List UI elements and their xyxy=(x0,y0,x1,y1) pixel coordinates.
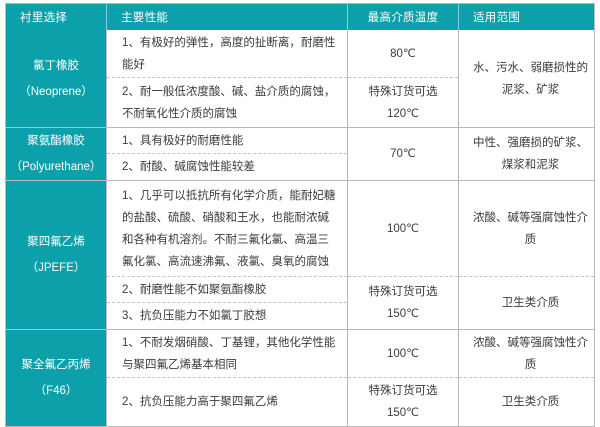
applicable-range-cell: 中性、强磨损的矿浆、 煤浆和泥浆 xyxy=(458,127,595,181)
column-header-lining-selection: 衬里选择 xyxy=(5,3,107,30)
applicable-range-item: 中性、强磨损的矿浆、 煤浆和泥浆 xyxy=(459,128,594,180)
table-header: 衬里选择 主要性能 最高介质温度 适用范围 xyxy=(5,3,595,30)
performance-item-line: 能好 xyxy=(122,58,145,71)
lining-name-cn: 聚四氟乙烯 xyxy=(27,236,85,248)
applicable-range-item-line: 卫生类介质 xyxy=(501,297,560,309)
applicable-range-cell: 水、污水、弱磨损性的 泥浆、矿浆 xyxy=(458,30,595,128)
temperature-item-line: 特殊订货可选 xyxy=(368,286,438,298)
lining-name-cell: 聚氨酯橡胶 （Polyurethane） xyxy=(5,127,107,181)
lining-name-cell: 聚四氟乙烯 （JPEFE） xyxy=(5,180,107,330)
applicable-range-item-line: 浓酸、碱等强腐蚀性介 xyxy=(473,336,588,349)
temperature-item: 80℃ xyxy=(348,30,458,78)
performance-item-line: 2、耐一般低浓度酸、碱、盐介质的腐蚀， xyxy=(122,85,336,98)
temperature-item-line: 70℃ xyxy=(390,148,416,160)
applicable-range-item: 卫生类介质 xyxy=(459,378,594,426)
temperature-item-line: 150℃ xyxy=(386,407,420,419)
temperature-item-line: 150℃ xyxy=(386,308,420,320)
temperature-item-line: 100℃ xyxy=(386,222,420,235)
applicable-range-item: 卫生类介质 xyxy=(459,277,594,329)
lining-name-cn: 氯丁橡胶 xyxy=(33,59,79,72)
performance-item: 1、有极好的弹性，高度的扯断离，耐磨性 能好 xyxy=(107,30,347,78)
lining-name-cn: 聚氨酯橡胶 xyxy=(27,135,85,147)
lining-name-cn: 聚全氟乙丙烯 xyxy=(21,359,91,371)
applicable-range-item-line: 煤浆和泥浆 xyxy=(501,159,560,171)
temperature-item-line: 特殊订货可选 xyxy=(368,385,438,397)
performance-item: 1、几乎可以抵抗所有化学介质，能耐妃糖 的盐酸、硫酸、硝酸和王水，也能耐浓碱 和各种… xyxy=(107,181,347,277)
performance-item: 2、抗负压能力高于聚四氟乙烯 xyxy=(107,378,347,426)
temperature-item: 100℃ xyxy=(348,181,458,277)
lining-name-en: （Neoprene） xyxy=(19,85,93,98)
applicable-range-item-line: 中性、强磨损的矿浆、 xyxy=(473,137,588,149)
applicable-range-item-line: 卫生类介质 xyxy=(501,396,560,408)
applicable-range-item-line: 质 xyxy=(524,358,537,371)
column-header-max-medium-temperature: 最高介质温度 xyxy=(347,3,459,30)
performance-item-line: 2、耐磨性能不如聚氨酯橡胶 xyxy=(122,283,267,296)
lining-name-cell: 聚全氟乙丙烯 （F46） xyxy=(5,329,107,427)
performance-item-line: 2、抗负压能力高于聚四氟乙烯 xyxy=(122,396,278,408)
temperature-item-line: 80℃ xyxy=(390,47,416,60)
temperature-item: 特殊订货可选 150℃ xyxy=(348,277,458,329)
temperature-item-line: 100℃ xyxy=(386,347,420,360)
performance-item-line: 1、几乎可以抵抗所有化学介质，能耐妃糖 xyxy=(122,189,336,202)
performance-item: 1、不耐发烟硝酸、丁基锂，其他化学性能 与聚四氟乙烯基本相同 xyxy=(107,330,347,378)
temperature-item: 特殊订货可选 150℃ xyxy=(348,378,458,426)
applicable-range-item: 浓酸、碱等强腐蚀性介质 xyxy=(459,330,594,378)
performance-item-line: 3、抗负压能力不如氯丁胶想 xyxy=(122,310,267,322)
performance-item-line: 的盐酸、硫酸、硝酸和王水，也能耐浓碱 xyxy=(122,211,329,224)
temperature-item-line: 特殊订货可选 xyxy=(368,85,438,98)
performance-item: 2、耐磨性能不如聚氨酯橡胶 xyxy=(107,277,347,303)
performance-item: 3、抗负压能力不如氯丁胶想 xyxy=(107,303,347,329)
performance-item-line: 与聚四氟乙烯基本相同 xyxy=(122,358,237,371)
applicable-range-item: 浓酸、碱等强腐蚀性介质 xyxy=(459,181,594,277)
applicable-range-item-line: 泥浆、矿浆 xyxy=(501,83,560,96)
performance-item-line: 1、有极好的弹性，高度的扯断离，耐磨性 xyxy=(122,36,336,49)
performance-item: 2、耐一般低浓度酸、碱、盐介质的腐蚀， 不耐氧化性介质的腐蚀 xyxy=(107,78,347,127)
temperature-cell: 80℃ 特殊订货可选 120℃ xyxy=(347,30,459,128)
table-row: 聚全氟乙丙烯 （F46） 1、不耐发烟硝酸、丁基锂，其他化学性能 与聚四氟乙烯基本相同… xyxy=(5,329,595,427)
lining-name-en: （F46） xyxy=(34,385,78,397)
column-header-main-performance: 主要性能 xyxy=(106,3,348,30)
table-row: 聚四氟乙烯 （JPEFE） 1、几乎可以抵抗所有化学介质，能耐妃糖 的盐酸、硫酸、硝酸… xyxy=(5,180,595,330)
temperature-cell: 100℃ 特殊订货可选 150℃ xyxy=(347,180,459,330)
lining-name-en: （JPEFE） xyxy=(26,262,86,274)
temperature-item: 70℃ xyxy=(348,128,458,180)
lining-name-cell: 氯丁橡胶 （Neoprene） xyxy=(5,30,107,128)
table-row: 氯丁橡胶 （Neoprene） 1、有极好的弹性，高度的扯断离，耐磨性 能好 2、耐一般… xyxy=(5,30,595,128)
performance-cell: 1、有极好的弹性，高度的扯断离，耐磨性 能好 2、耐一般低浓度酸、碱、盐介质的腐蚀，… xyxy=(106,30,348,128)
header-row: 衬里选择 主要性能 最高介质温度 适用范围 xyxy=(5,3,595,30)
performance-item-line: 2、耐酸、碱腐蚀性能较差 xyxy=(122,161,255,173)
performance-item-line: 和各种有机溶剂。不耐三氟化氯、高温三 xyxy=(122,233,329,246)
performance-cell: 1、不耐发烟硝酸、丁基锂，其他化学性能 与聚四氟乙烯基本相同 2、抗负压能力高于聚四… xyxy=(106,329,348,427)
performance-item-line: 1、不耐发烟硝酸、丁基锂，其他化学性能 xyxy=(122,336,336,349)
performance-item: 1、具有极好的耐磨性能 xyxy=(107,128,347,154)
applicable-range-cell: 浓酸、碱等强腐蚀性介质卫生类介质 xyxy=(458,329,595,427)
applicable-range-item-line: 水、污水、弱磨损性的 xyxy=(473,61,588,74)
applicable-range-cell: 浓酸、碱等强腐蚀性介质卫生类介质 xyxy=(458,180,595,330)
performance-item-line: 氟化氯、高流速沸氟、液氯、臭氧的腐蚀 xyxy=(122,255,329,268)
applicable-range-item: 水、污水、弱磨损性的 泥浆、矿浆 xyxy=(459,30,594,127)
performance-cell: 1、几乎可以抵抗所有化学介质，能耐妃糖 的盐酸、硫酸、硝酸和王水，也能耐浓碱 和各种… xyxy=(106,180,348,330)
lining-selection-table: 衬里选择 主要性能 最高介质温度 适用范围 氯丁橡胶 （Neoprene） 1、有极… xyxy=(5,3,595,427)
performance-item: 2、耐酸、碱腐蚀性能较差 xyxy=(107,154,347,180)
temperature-item: 特殊订货可选 120℃ xyxy=(348,78,458,127)
temperature-item-line: 120℃ xyxy=(386,107,420,120)
performance-cell: 1、具有极好的耐磨性能 2、耐酸、碱腐蚀性能较差 xyxy=(106,127,348,181)
temperature-item: 100℃ xyxy=(348,330,458,378)
column-header-applicable-range: 适用范围 xyxy=(458,3,595,30)
table-row: 聚氨酯橡胶 （Polyurethane） 1、具有极好的耐磨性能 2、耐酸、碱腐蚀性能… xyxy=(5,127,595,181)
lining-name-en: （Polyurethane） xyxy=(10,161,102,173)
temperature-cell: 100℃ 特殊订货可选 150℃ xyxy=(347,329,459,427)
performance-item-line: 1、具有极好的耐磨性能 xyxy=(122,134,244,147)
table-body: 氯丁橡胶 （Neoprene） 1、有极好的弹性，高度的扯断离，耐磨性 能好 2、耐一般… xyxy=(5,30,595,427)
temperature-cell: 70℃ xyxy=(347,127,459,181)
performance-item-line: 不耐氧化性介质的腐蚀 xyxy=(122,107,237,120)
applicable-range-item-line: 浓酸、碱等强腐蚀性介 xyxy=(473,211,588,224)
applicable-range-item-line: 质 xyxy=(524,233,537,246)
